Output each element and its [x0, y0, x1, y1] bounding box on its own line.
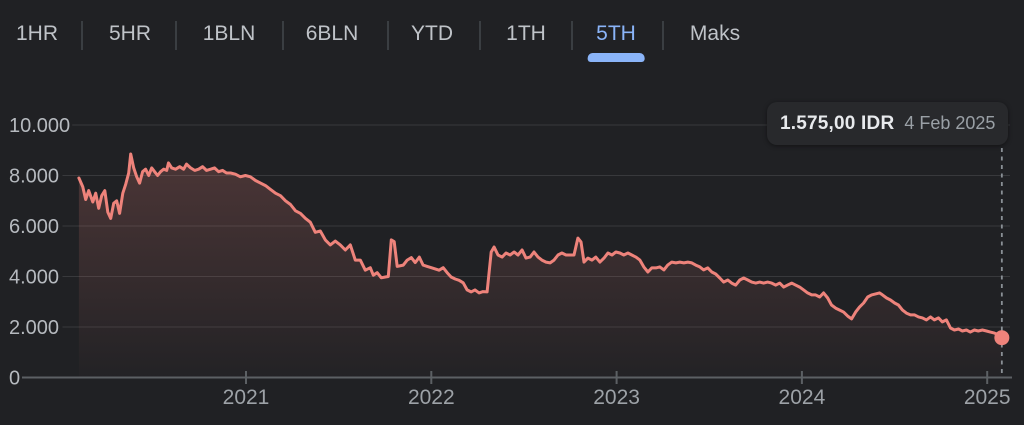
chart-tooltip: 1.575,00 IDR 4 Feb 2025 [767, 102, 1009, 145]
tab-label: 1HR [15, 22, 59, 45]
tab-divider [175, 21, 177, 50]
tab-label: 6BLN [305, 22, 359, 45]
tooltip-date: 4 Feb 2025 [904, 113, 996, 133]
price-line [77, 152, 1004, 340]
x-axis-label: 2021 [223, 386, 270, 409]
y-axis-label: 8.000 [9, 166, 59, 188]
tab-1hr[interactable]: 1HR [16, 22, 58, 46]
x-axis-label: 2023 [593, 386, 640, 409]
tab-ytd[interactable]: YTD [411, 22, 453, 46]
tab-label: 1BLN [202, 22, 256, 45]
tab-label: Maks [689, 22, 741, 45]
tab-5hr[interactable]: 5HR [109, 22, 151, 46]
tab-6bln[interactable]: 6BLN [306, 22, 359, 46]
price-area [78, 154, 1002, 378]
x-axis-label: 2022 [408, 386, 455, 409]
tab-5th[interactable]: 5TH [587, 22, 645, 62]
tab-label: 5HR [108, 22, 152, 45]
y-axis-label: 0 [9, 368, 20, 390]
y-axis-label: 2.000 [9, 317, 59, 339]
x-axis-label: 2025 [964, 386, 1011, 409]
price-chart[interactable]: 10.000 8.000 6.000 4.000 2.000 0 2021 2022 2023 2… [0, 70, 1024, 425]
y-axis-label: 10.000 [9, 115, 70, 137]
last-point-dot [994, 330, 1010, 346]
tab-label: YTD [411, 22, 453, 45]
tab-divider [387, 21, 389, 50]
y-axis-label: 4.000 [9, 267, 59, 289]
tab-maks[interactable]: Maks [690, 22, 740, 46]
tab-label: 1TH [506, 22, 546, 45]
tab-divider [282, 21, 284, 50]
tab-1th[interactable]: 1TH [506, 22, 546, 46]
tab-divider [662, 21, 664, 50]
tab-label: 5TH [596, 22, 636, 45]
tab-1bln[interactable]: 1BLN [203, 22, 256, 46]
price-chart-svg: 10.000 8.000 6.000 4.000 2.000 0 2021 2022 2023 2… [9, 115, 1012, 409]
tooltip-price: 1.575,00 IDR [780, 112, 895, 134]
tab-divider [479, 21, 481, 50]
time-range-tabs: 1HR 5HR 1BLN 6BLN YTD 1TH 5TH Maks [0, 0, 1024, 70]
x-axis-label: 2024 [779, 386, 826, 409]
tab-divider [571, 21, 573, 50]
active-tab-indicator [587, 53, 645, 62]
y-axis-label: 6.000 [9, 216, 59, 238]
tab-divider [81, 21, 83, 50]
